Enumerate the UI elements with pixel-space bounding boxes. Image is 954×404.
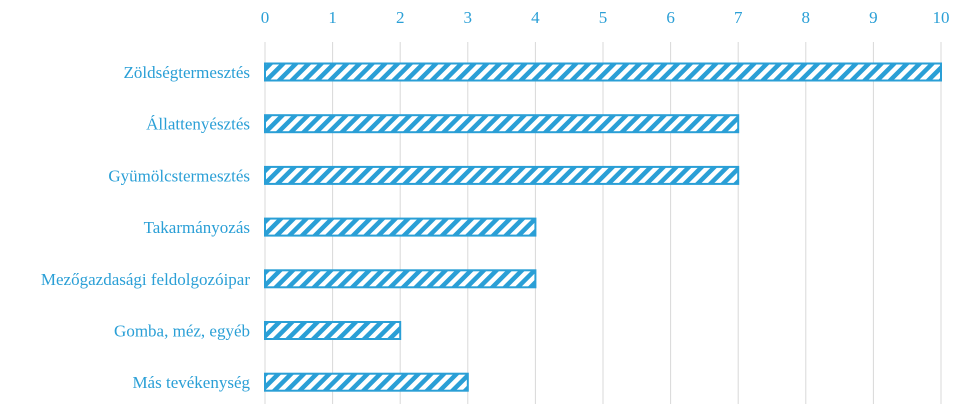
bars (264, 62, 942, 392)
category-label: Mezőgazdasági feldolgozóipar (41, 270, 250, 289)
category-label: Gomba, méz, egyéb (114, 322, 250, 341)
x-tick-label: 5 (599, 8, 608, 27)
x-tick-label: 10 (933, 8, 950, 27)
category-label: Gyümölcstermesztés (108, 166, 250, 185)
x-tick-label: 1 (328, 8, 337, 27)
category-label: Takarmányozás (144, 218, 250, 237)
category-label: Zöldségtermesztés (123, 63, 250, 82)
category-labels: Zöldségtermesztés Állattenyésztés Gyümölcs… (41, 63, 251, 392)
x-tick-label: 9 (869, 8, 878, 27)
x-tick-label: 3 (464, 8, 473, 27)
bar (264, 321, 402, 340)
category-label: Más tevékenység (132, 373, 250, 392)
x-tick-label: 8 (802, 8, 811, 27)
bar (264, 62, 942, 82)
bar (264, 114, 740, 134)
bar (264, 372, 469, 392)
x-tick-label: 7 (734, 8, 743, 27)
x-axis-ticks: 0 1 2 3 4 5 6 7 8 9 10 (261, 8, 950, 27)
x-tick-label: 0 (261, 8, 270, 27)
bar (264, 165, 740, 185)
x-tick-label: 2 (396, 8, 405, 27)
x-tick-label: 4 (531, 8, 540, 27)
category-label: Állattenyésztés (146, 115, 250, 134)
x-tick-label: 6 (666, 8, 675, 27)
bar (264, 217, 537, 237)
bar (264, 269, 537, 289)
